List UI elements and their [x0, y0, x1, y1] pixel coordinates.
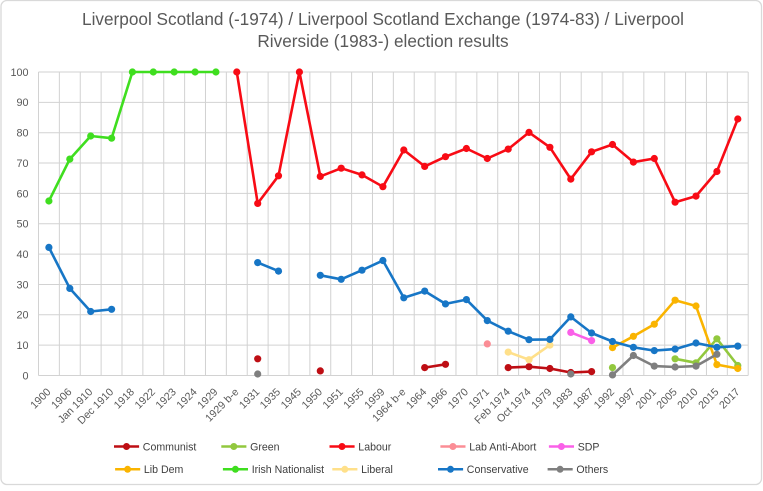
svg-text:Liverpool Scotland (-1974) / L: Liverpool Scotland (-1974) / Liverpool S… [82, 9, 684, 29]
svg-text:SDP: SDP [578, 441, 600, 453]
svg-text:30: 30 [16, 279, 28, 291]
svg-text:Riverside (1983-) election res: Riverside (1983-) election results [257, 31, 508, 51]
svg-text:70: 70 [16, 158, 28, 170]
svg-text:10: 10 [16, 340, 28, 352]
svg-text:Lab Anti-Abort: Lab Anti-Abort [469, 441, 536, 453]
svg-text:20: 20 [16, 310, 28, 322]
svg-text:80: 80 [16, 128, 28, 140]
svg-text:Irish Nationalist: Irish Nationalist [252, 464, 324, 476]
svg-text:Communist: Communist [143, 441, 197, 453]
svg-text:Green: Green [250, 441, 280, 453]
svg-text:Liberal: Liberal [361, 464, 393, 476]
svg-text:Others: Others [576, 464, 608, 476]
svg-text:Labour: Labour [358, 441, 391, 453]
svg-text:90: 90 [16, 97, 28, 109]
svg-text:0: 0 [22, 370, 28, 382]
svg-text:Lib Dem: Lib Dem [144, 464, 184, 476]
svg-text:60: 60 [16, 188, 28, 200]
svg-text:50: 50 [16, 219, 28, 231]
svg-text:100: 100 [10, 67, 28, 79]
svg-text:Conservative: Conservative [467, 464, 529, 476]
svg-text:40: 40 [16, 249, 28, 261]
